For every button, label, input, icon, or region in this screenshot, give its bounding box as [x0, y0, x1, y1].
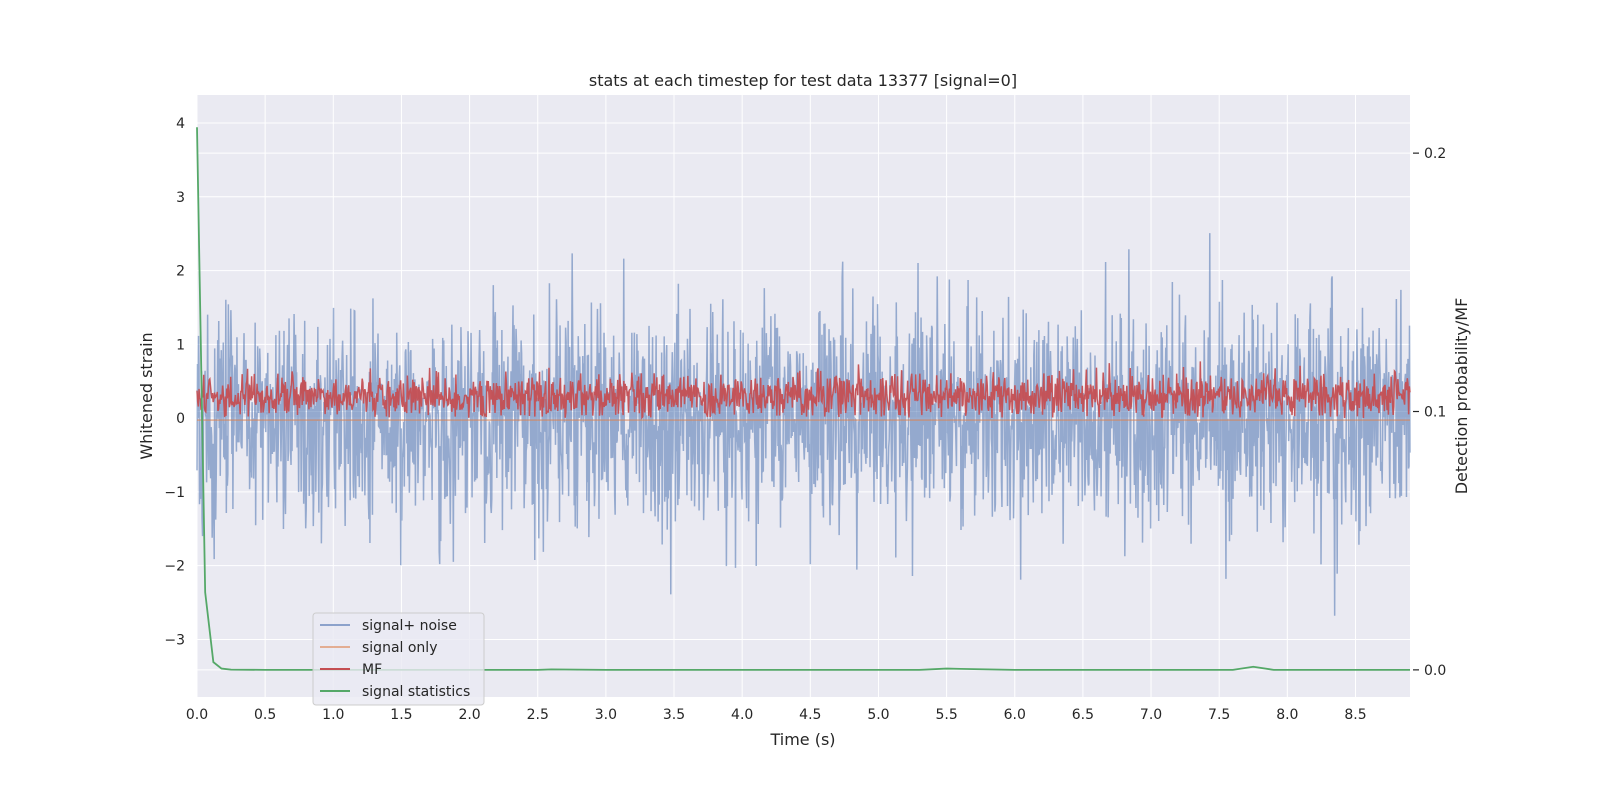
x-tick-label: 8.5 — [1344, 707, 1366, 723]
legend-label: signal statistics — [362, 684, 470, 700]
legend-box — [312, 612, 485, 706]
x-tick-label: 1.0 — [322, 707, 344, 723]
legend-label: signal only — [362, 640, 437, 656]
series-layer — [196, 127, 1411, 671]
y-tick-label: 1 — [176, 337, 185, 353]
x-tick-label: 6.5 — [1072, 707, 1094, 723]
right-y-tick-label: 0.2 — [1424, 146, 1446, 162]
y-tick-label: 4 — [176, 116, 185, 132]
x-tick-label: 3.5 — [663, 707, 685, 723]
right-y-tick-label: 0.0 — [1424, 663, 1446, 679]
x-tick-label: 4.0 — [731, 707, 753, 723]
y-tick-label: 2 — [176, 264, 185, 280]
x-tick-label: 8.0 — [1276, 707, 1298, 723]
y-tick-label: −2 — [164, 559, 185, 575]
series-mf — [196, 361, 1411, 420]
x-tick-label: 2.0 — [458, 707, 480, 723]
x-tick-label: 5.0 — [867, 707, 889, 723]
x-tick-label: 7.0 — [1140, 707, 1162, 723]
series-signal-statistics — [196, 127, 1410, 671]
x-tick-label: 3.0 — [595, 707, 617, 723]
x-tick-label: 4.5 — [799, 707, 821, 723]
x-tick-label: 0.0 — [186, 707, 208, 723]
y-ticks: −3 −2 −1 0 1 2 3 4 — [164, 116, 185, 648]
legend-label: signal+ noise — [362, 618, 457, 634]
legend: signal+ noise signal only MF signal statist… — [312, 612, 485, 706]
right-y-tick-label: 0.1 — [1424, 405, 1446, 421]
chart-title: stats at each timestep for test data 133… — [589, 71, 1017, 90]
x-tick-label: 7.5 — [1208, 707, 1230, 723]
x-tick-label: 0.5 — [254, 707, 276, 723]
y-tick-label: 0 — [176, 411, 185, 427]
x-tick-label: 2.5 — [527, 707, 549, 723]
right-y-axis-label: Detection probability/MF — [1452, 298, 1471, 495]
y-tick-label: −3 — [164, 632, 185, 648]
x-tick-label: 1.5 — [390, 707, 412, 723]
legend-label: MF — [362, 662, 382, 678]
y-axis-label: Whitened strain — [137, 332, 156, 459]
right-y-ticks: 0.0 0.1 0.2 — [1413, 146, 1446, 679]
y-tick-label: −1 — [164, 485, 185, 501]
y-tick-label: 3 — [176, 190, 185, 206]
x-ticks: 0.0 0.5 1.0 1.5 2.0 2.5 3.0 3.5 4.0 4.5 5.0 5.5 6.0 6… — [186, 707, 1367, 723]
x-tick-label: 6.0 — [1004, 707, 1026, 723]
x-axis-label: Time (s) — [769, 730, 835, 749]
x-tick-label: 5.5 — [935, 707, 957, 723]
